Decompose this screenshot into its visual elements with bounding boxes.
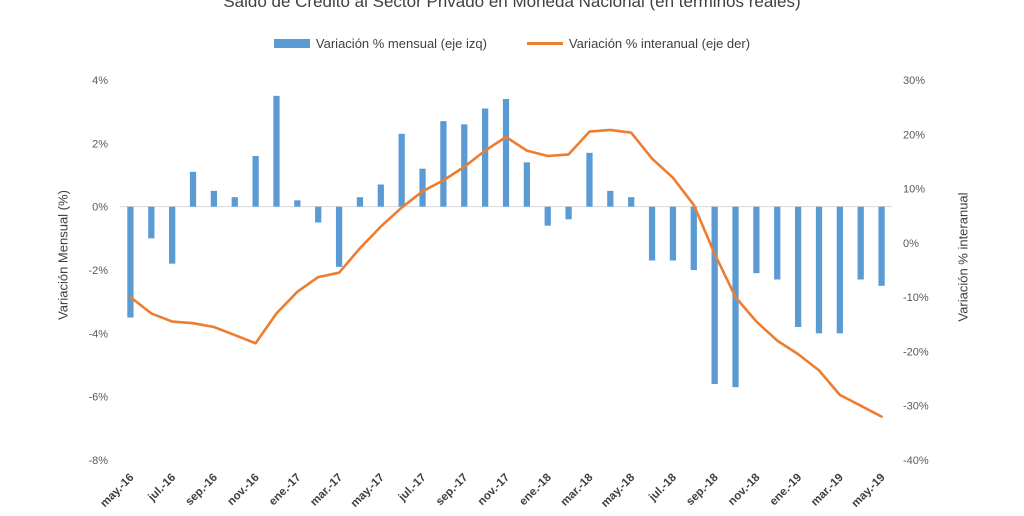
bar-monthly	[753, 206, 760, 274]
bar-monthly	[544, 206, 551, 226]
bar-monthly	[231, 197, 238, 207]
bar-monthly	[669, 206, 677, 261]
legend-swatch-annual	[526, 42, 563, 45]
bar-monthly	[127, 206, 134, 318]
bar-monthly	[648, 206, 656, 261]
bar-monthly	[210, 190, 218, 207]
bar-monthly	[523, 162, 530, 207]
chart-title: Saldo de Crédito al Sector Privado en Mo…	[223, 0, 801, 11]
x-tick-label: sep.-18	[684, 471, 721, 508]
bar-monthly	[148, 206, 155, 239]
x-tick-label: nov.-16	[225, 472, 261, 508]
x-tick-label: jul.-17	[396, 472, 429, 505]
bar-monthly	[315, 206, 322, 223]
bar-monthly	[273, 95, 280, 207]
bar-monthly	[815, 206, 823, 334]
x-tick-label: ene.-18	[517, 471, 554, 508]
y-tick-right: 0%	[903, 238, 919, 250]
x-tick-label: ene.-17	[267, 472, 304, 509]
y-tick-left: 4%	[92, 75, 108, 87]
bar-monthly	[586, 152, 593, 207]
legend: Variación % mensual (eje izq) Variación …	[0, 36, 1024, 51]
y-tick-right: -40%	[903, 455, 929, 467]
bar-monthly	[189, 171, 197, 207]
y-tick-right: 20%	[903, 129, 925, 141]
y-tick-left: -8%	[88, 455, 108, 467]
x-tick-label: jul.-16	[146, 472, 179, 505]
y-tick-right: -10%	[903, 292, 929, 304]
bar-monthly	[711, 206, 718, 384]
y-tick-right: 30%	[903, 75, 925, 87]
bar-monthly	[794, 206, 802, 327]
bar-monthly	[607, 190, 614, 207]
bar-monthly	[398, 133, 405, 207]
x-tick-label: may.-18	[599, 471, 638, 510]
x-tick-label: mar.-17	[308, 472, 345, 509]
y-tick-right: -30%	[903, 401, 929, 413]
bar-monthly	[377, 184, 384, 207]
x-tick-label: sep.-16	[183, 472, 220, 509]
x-tick-label: nov.-17	[476, 472, 512, 508]
x-tick-label: ene.-19	[768, 472, 805, 509]
legend-label-annual: Variación % interanual (eje der)	[568, 36, 751, 51]
line-annual	[129, 128, 883, 418]
bar-monthly	[356, 197, 364, 207]
y-tick-left: 0%	[92, 202, 108, 214]
bar-monthly	[878, 206, 885, 286]
bar-monthly	[440, 121, 447, 207]
bar-monthly	[419, 168, 426, 207]
bar-monthly	[169, 206, 176, 264]
bar-monthly	[482, 108, 489, 207]
bar-monthly	[857, 206, 864, 280]
bar-monthly	[774, 206, 781, 280]
bar-monthly	[294, 200, 301, 207]
bar-monthly	[502, 99, 510, 207]
x-tick-label: nov.-18	[726, 471, 763, 508]
x-tick-label: may.-16	[98, 472, 136, 510]
x-tick-label: mar.-18	[559, 471, 596, 508]
y-tick-left: -4%	[88, 328, 108, 340]
x-tick-label: mar.-19	[809, 472, 846, 509]
legend-item-annual: Variación % interanual (eje der)	[526, 36, 751, 51]
x-tick-label: jul.-18	[646, 471, 679, 504]
x-tick-label: may.-19	[850, 472, 888, 510]
legend-swatch-monthly	[273, 39, 310, 48]
x-tick-label: may.-17	[349, 472, 387, 510]
y-tick-right: 10%	[903, 184, 925, 196]
bar-monthly	[690, 206, 697, 270]
legend-item-monthly: Variación % mensual (eje izq)	[273, 36, 487, 51]
y-tick-right: -20%	[903, 346, 929, 358]
y-tick-left: -6%	[88, 392, 108, 404]
y-tick-left: -2%	[88, 265, 108, 277]
bar-monthly	[252, 156, 259, 207]
bar-monthly	[565, 206, 572, 220]
bar-monthly	[836, 206, 843, 334]
legend-label-monthly: Variación % mensual (eje izq)	[315, 36, 487, 51]
y-tick-left: 2%	[92, 138, 108, 150]
bar-monthly	[628, 197, 635, 207]
x-tick-label: sep.-17	[434, 472, 471, 509]
bar-monthly	[335, 206, 343, 267]
